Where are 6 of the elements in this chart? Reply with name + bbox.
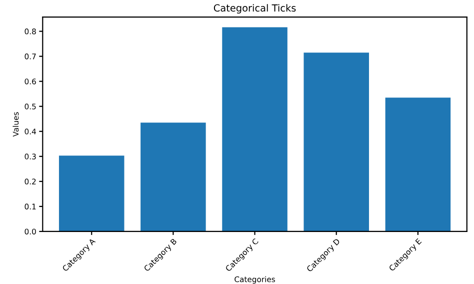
bar <box>385 98 451 232</box>
bar <box>304 52 369 232</box>
chart-title: Categorical Ticks <box>214 4 296 14</box>
bar <box>222 27 288 232</box>
bar <box>58 156 124 232</box>
bar <box>140 122 206 232</box>
